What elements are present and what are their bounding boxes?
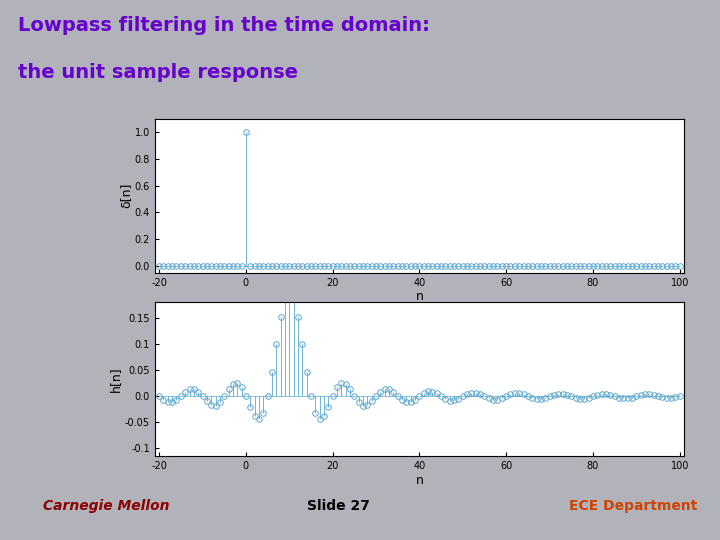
X-axis label: n: n	[415, 291, 423, 303]
Y-axis label: h[n]: h[n]	[109, 367, 122, 392]
Y-axis label: δ[n]: δ[n]	[119, 183, 132, 208]
Text: Lowpass filtering in the time domain:: Lowpass filtering in the time domain:	[18, 16, 430, 35]
Text: ECE Department: ECE Department	[570, 499, 698, 513]
X-axis label: n: n	[415, 474, 423, 487]
Text: Carnegie Mellon: Carnegie Mellon	[43, 499, 170, 513]
Text: the unit sample response: the unit sample response	[18, 63, 298, 82]
Text: Slide 27: Slide 27	[307, 499, 370, 513]
